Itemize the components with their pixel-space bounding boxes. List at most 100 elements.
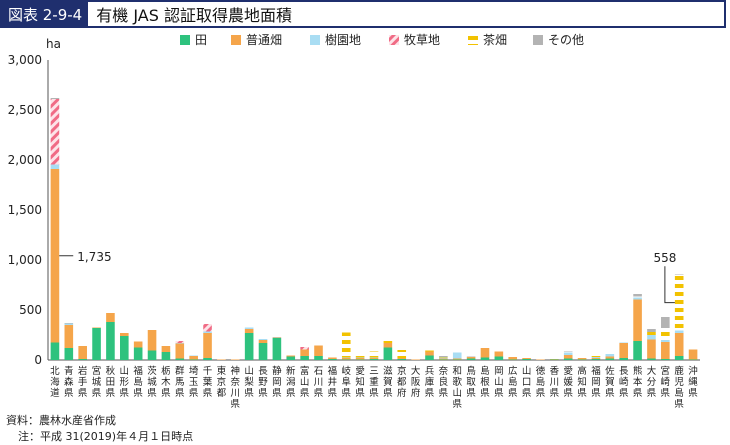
x-tick-label: 阜 xyxy=(341,376,351,388)
x-tick-label: 石 xyxy=(314,366,324,377)
bar-segment xyxy=(50,342,60,360)
bar-segment xyxy=(661,340,670,342)
x-tick-label: 県 xyxy=(133,388,143,399)
x-tick-label: 野 xyxy=(258,377,268,388)
bar-segment xyxy=(244,333,254,360)
x-tick-label: 県 xyxy=(258,388,268,399)
bar-segment xyxy=(50,99,60,165)
bar-segment xyxy=(64,348,74,360)
x-tick-label: 県 xyxy=(605,388,615,399)
x-tick-label: 県 xyxy=(314,388,324,399)
x-tick-label: 和 xyxy=(452,366,462,377)
bar-segment xyxy=(563,351,573,352)
bar-segment xyxy=(480,357,490,360)
bar-segment xyxy=(341,357,351,358)
bar-segment xyxy=(674,356,684,360)
x-tick-label: 県 xyxy=(480,388,490,399)
bar-segment xyxy=(688,349,698,360)
bar-segment xyxy=(591,356,601,357)
x-tick-label: 山 xyxy=(300,377,310,388)
bar-segment xyxy=(550,359,559,360)
bar-segment xyxy=(355,359,365,360)
x-tick-label: 県 xyxy=(563,388,573,399)
x-tick-label: 都 xyxy=(397,377,407,388)
bar-segment xyxy=(563,352,573,355)
bar-segment xyxy=(64,325,74,348)
x-tick-label: 兵 xyxy=(425,365,435,377)
x-tick-label: 千 xyxy=(203,366,213,377)
x-tick-label: 奈 xyxy=(439,365,449,377)
x-tick-label: 群 xyxy=(175,365,185,377)
x-tick-label: 山 xyxy=(244,366,254,377)
bar-segment xyxy=(439,357,448,358)
x-tick-label: 岐 xyxy=(341,365,351,377)
y-axis-unit: ha xyxy=(46,37,61,51)
x-tick-label: 島 xyxy=(508,376,518,388)
x-tick-label: 県 xyxy=(286,388,296,399)
bar-segment xyxy=(619,343,629,358)
x-tick-label: 重 xyxy=(369,376,379,388)
x-tick-label: 県 xyxy=(272,388,282,399)
x-tick-label: 県 xyxy=(647,388,657,399)
bar-segment xyxy=(272,337,282,338)
x-tick-label: 崎 xyxy=(619,376,629,388)
date-note: 注：平成 31(2019)年４月１日時点 xyxy=(18,430,194,443)
bar-segment xyxy=(480,348,490,358)
x-tick-label: 県 xyxy=(175,388,185,399)
bar-segment xyxy=(452,352,462,359)
bar-segment xyxy=(272,338,282,360)
bar-segment xyxy=(341,332,351,358)
x-tick-label: 島 xyxy=(536,376,546,388)
x-tick-label: 県 xyxy=(452,399,462,408)
legend-swatch xyxy=(468,35,478,45)
figure-title: 有機 JAS 認証取得農地面積 xyxy=(96,6,292,25)
x-tick-label: 徳 xyxy=(536,365,546,377)
bar-segment xyxy=(591,357,601,358)
bar-segment xyxy=(50,164,60,169)
bar-segment xyxy=(439,359,448,360)
legend-label: 牧草地 xyxy=(404,33,440,47)
axes-group: 05001,0001,5002,0002,5003,000ha北海道青森県岩手県… xyxy=(8,37,700,408)
bar-segment xyxy=(369,359,379,360)
bar-segment xyxy=(64,323,74,325)
x-tick-label: 賀 xyxy=(383,376,393,388)
x-tick-label: 長 xyxy=(619,366,629,377)
bar-segment xyxy=(619,358,629,360)
x-tick-label: 県 xyxy=(120,388,130,399)
bar-segment xyxy=(661,342,670,359)
bar-segment xyxy=(563,358,573,360)
x-tick-label: 県 xyxy=(355,388,365,399)
bar-segment xyxy=(217,359,226,360)
bar-segment xyxy=(522,358,531,359)
x-tick-label: 熊 xyxy=(633,365,643,377)
x-tick-label: 神 xyxy=(231,365,241,377)
x-tick-label: 岡 xyxy=(272,377,282,388)
legend-label: 樹園地 xyxy=(325,33,361,47)
y-tick-label: 0 xyxy=(34,353,42,367)
x-tick-label: 井 xyxy=(328,376,338,388)
bar-segment xyxy=(355,355,365,358)
bar-segment xyxy=(674,330,684,333)
y-tick-label: 2,500 xyxy=(8,103,42,117)
source-note: 資料：農林水産省作成 xyxy=(6,414,116,427)
x-tick-label: 本 xyxy=(633,376,643,388)
x-tick-label: 岩 xyxy=(78,365,88,377)
bar-segment xyxy=(633,341,642,360)
bar-segment xyxy=(563,355,573,359)
bar-segment xyxy=(244,329,254,333)
bars-group xyxy=(50,98,698,360)
x-tick-label: 埼 xyxy=(189,365,199,377)
bar-segment xyxy=(64,323,74,324)
bar-segment xyxy=(647,358,656,360)
bar-segment xyxy=(605,356,615,359)
bar-segment xyxy=(605,354,615,357)
bar-segment xyxy=(383,343,393,348)
x-tick-label: 媛 xyxy=(563,376,573,388)
bar-segment xyxy=(522,359,531,360)
x-tick-label: 県 xyxy=(64,388,74,399)
x-tick-label: 島 xyxy=(480,365,490,377)
x-tick-label: 梨 xyxy=(244,376,254,388)
bar-segment xyxy=(286,356,296,360)
bar-segment xyxy=(508,359,518,360)
bar-segment xyxy=(425,351,434,356)
